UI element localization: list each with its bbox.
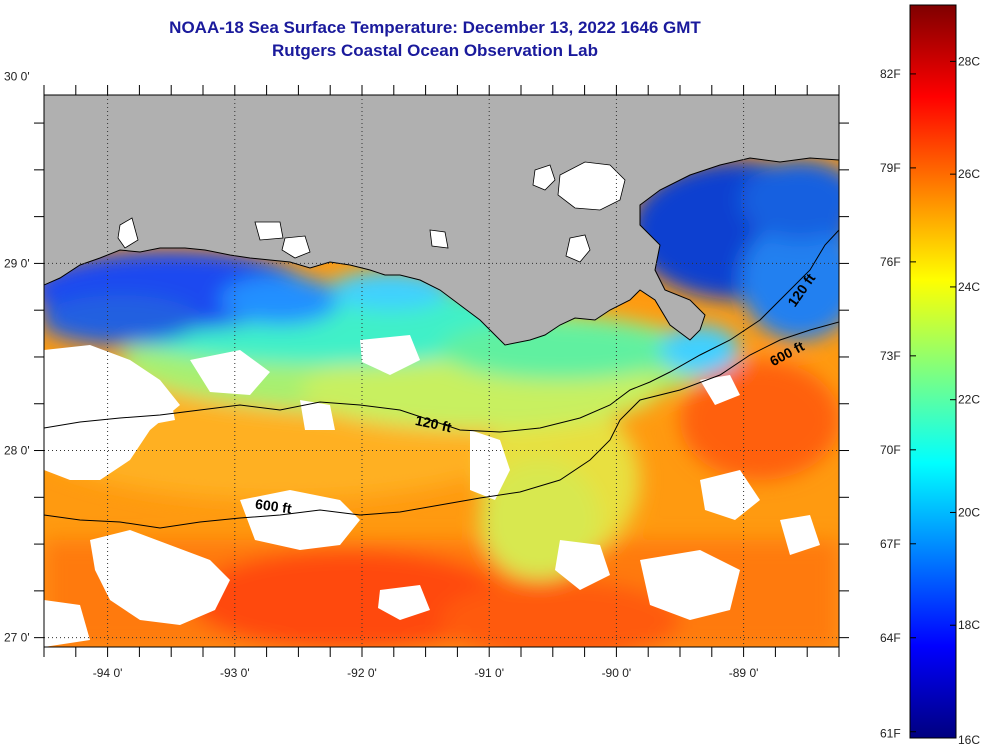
lat-tick-label: 29 0': [4, 256, 30, 270]
plot-frame: [43, 94, 840, 648]
graticule: [44, 95, 839, 647]
fahrenheit-label: 61F: [880, 727, 901, 741]
axes: -94 0' -93 0' -92 0' -91 0' -90 0' -89 0' 27 0…: [4, 69, 849, 680]
lon-tick-label: -92 0': [347, 666, 377, 680]
lake: [254, 221, 284, 241]
plot-area: [44, 95, 839, 647]
lon-tick-label: -93 0': [220, 666, 250, 680]
celsius-label: 26C: [958, 167, 980, 181]
lake: [281, 235, 311, 259]
fahrenheit-label: 82F: [880, 67, 901, 81]
celsius-label: 18C: [958, 618, 980, 632]
colorbar: [909, 4, 957, 739]
contour-label-600ft: 600 ft: [254, 496, 293, 517]
land-mass: [44, 95, 839, 346]
contour-label-120ft: 120 ft: [414, 412, 453, 435]
lake: [565, 234, 591, 263]
lon-tick-label: -89 0': [729, 666, 759, 680]
lon-tick-label: -91 0': [474, 666, 504, 680]
fahrenheit-label: 67F: [880, 537, 901, 551]
temperature-field: [44, 160, 839, 647]
lake: [557, 161, 626, 211]
celsius-label: 20C: [958, 505, 980, 519]
fahrenheit-label: 79F: [880, 161, 901, 175]
contour-600ft: [44, 321, 839, 529]
celsius-label: 16C: [958, 733, 980, 747]
fahrenheit-label: 64F: [880, 631, 901, 645]
cloud-cover: [44, 335, 820, 647]
lat-tick-label: 27 0': [4, 631, 30, 645]
celsius-label: 24C: [958, 280, 980, 294]
colorbar-labels: 28C 26C 24C 22C 20C 18C 16C 82F 79F 76F 73F 70F 67F 6…: [880, 54, 980, 747]
contour-120ft: [44, 229, 839, 433]
celsius-label: 28C: [958, 54, 980, 68]
lake: [429, 229, 449, 249]
lon-tick-label: -94 0': [93, 666, 123, 680]
lake: [117, 217, 139, 249]
fahrenheit-label: 73F: [880, 349, 901, 363]
lat-tick-label: 30 0': [4, 69, 30, 83]
lon-tick-label: -90 0': [602, 666, 632, 680]
lake: [532, 164, 556, 191]
bathymetry-contours: [44, 229, 839, 529]
celsius-label: 22C: [958, 393, 980, 407]
lat-tick-label: 28 0': [4, 444, 30, 458]
fahrenheit-label: 70F: [880, 443, 901, 457]
map-subtitle: Rutgers Coastal Ocean Observation Lab: [272, 41, 598, 60]
fahrenheit-label: 76F: [880, 255, 901, 269]
map-title: NOAA-18 Sea Surface Temperature: Decembe…: [169, 18, 701, 37]
